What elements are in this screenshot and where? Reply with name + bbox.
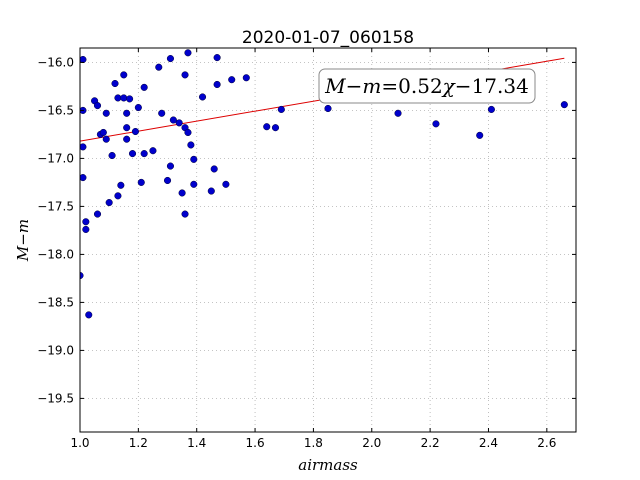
data-point <box>155 63 163 71</box>
x-axis-ticks: 1.0 1.2 1.4 1.6 1.8 2.0 2.2 2.4 2.6 <box>70 48 556 450</box>
data-point <box>166 55 174 63</box>
eq-lhs-small-m: m <box>362 74 381 98</box>
data-point <box>80 55 87 64</box>
data-point <box>111 79 119 88</box>
data-point <box>394 109 402 117</box>
data-point <box>263 123 271 131</box>
data-point <box>140 150 148 158</box>
data-points <box>80 49 568 319</box>
x-tick-label: 1.6 <box>246 436 265 450</box>
data-point <box>85 311 93 319</box>
data-point <box>187 141 195 149</box>
data-point <box>105 199 113 207</box>
y-tick-label: −16.0 <box>37 55 74 69</box>
data-point <box>123 109 131 117</box>
data-point <box>181 210 189 218</box>
data-point <box>184 128 192 137</box>
eq-lhs-big-m: M <box>324 74 346 98</box>
data-point <box>560 101 568 109</box>
data-point <box>120 94 128 102</box>
data-point <box>80 174 87 182</box>
eq-chi: χ <box>441 74 457 98</box>
x-tick-label: 1.0 <box>70 436 89 450</box>
data-point <box>207 187 215 195</box>
x-tick-label: 1.8 <box>304 436 323 450</box>
data-point <box>131 127 139 136</box>
data-point <box>222 180 230 188</box>
x-tick-label: 2.0 <box>362 436 381 450</box>
data-point <box>114 192 122 200</box>
data-point <box>166 162 174 170</box>
y-tick-label: −18.5 <box>37 295 74 309</box>
data-point <box>213 54 221 62</box>
plot-frame <box>79 47 577 433</box>
data-point <box>93 102 102 110</box>
data-point <box>213 80 221 89</box>
fit-equation-box: M−m=0.52χ−17.34 <box>318 68 536 104</box>
y-tick-label: −17.0 <box>37 151 74 165</box>
x-tick-label: 1.2 <box>129 436 148 450</box>
data-point <box>128 150 137 158</box>
fit-equation-frame <box>318 68 536 104</box>
y-axis-label: M−m <box>14 219 32 262</box>
eq-minus-2: − <box>455 74 472 98</box>
eq-minus-1: − <box>346 74 363 98</box>
data-point <box>82 225 90 233</box>
data-point <box>190 180 198 188</box>
chart-title: 2020-01-07_060158 <box>242 28 414 48</box>
data-point <box>120 71 128 79</box>
data-point <box>178 189 186 197</box>
data-point <box>190 155 198 163</box>
data-point <box>140 83 148 91</box>
y-tick-label: −19.5 <box>37 391 74 405</box>
x-axis-label: airmass <box>298 456 358 474</box>
data-point <box>198 93 207 101</box>
x-tick-label: 1.4 <box>187 436 206 450</box>
data-point <box>82 218 90 226</box>
data-point <box>163 176 172 185</box>
data-point <box>210 165 218 173</box>
data-point <box>271 124 280 132</box>
eq-coefficient: 0.52 <box>398 74 443 98</box>
data-point <box>149 147 157 155</box>
data-point <box>487 105 495 113</box>
data-point <box>80 271 84 280</box>
x-tick-label: 2.6 <box>537 436 556 450</box>
eq-constant: 17.34 <box>472 74 529 98</box>
data-point <box>277 105 285 113</box>
data-point <box>99 128 107 137</box>
data-point <box>158 109 166 117</box>
data-point <box>80 143 87 151</box>
eq-equals: = <box>381 74 398 98</box>
y-tick-label: −19.0 <box>37 343 74 357</box>
fit-equation: M−m=0.52χ−17.34 <box>324 74 529 98</box>
data-point <box>228 76 236 84</box>
data-point <box>123 124 131 132</box>
data-point <box>476 131 484 139</box>
y-axis-ticks: −16.0 −16.5 −17.0 −17.5 −18.0 −18.5 −19.0 −19.5 <box>37 55 576 405</box>
data-point <box>169 116 177 124</box>
data-point <box>126 95 134 103</box>
data-point <box>175 119 183 127</box>
data-point <box>137 178 145 186</box>
x-tick-label: 2.2 <box>421 436 440 450</box>
y-tick-label: −16.5 <box>37 103 74 117</box>
data-point <box>93 210 102 218</box>
data-point <box>102 135 110 143</box>
data-point <box>324 104 332 113</box>
x-tick-label: 2.4 <box>479 436 498 450</box>
data-point <box>184 49 192 57</box>
data-point <box>181 71 189 79</box>
data-point <box>102 109 110 117</box>
data-point <box>242 74 250 82</box>
data-point <box>432 120 440 128</box>
data-point <box>134 103 142 112</box>
data-point <box>123 135 131 143</box>
y-tick-label: −18.0 <box>37 247 74 261</box>
y-tick-label: −17.5 <box>37 199 74 213</box>
data-point <box>108 151 116 160</box>
data-point <box>117 181 125 189</box>
